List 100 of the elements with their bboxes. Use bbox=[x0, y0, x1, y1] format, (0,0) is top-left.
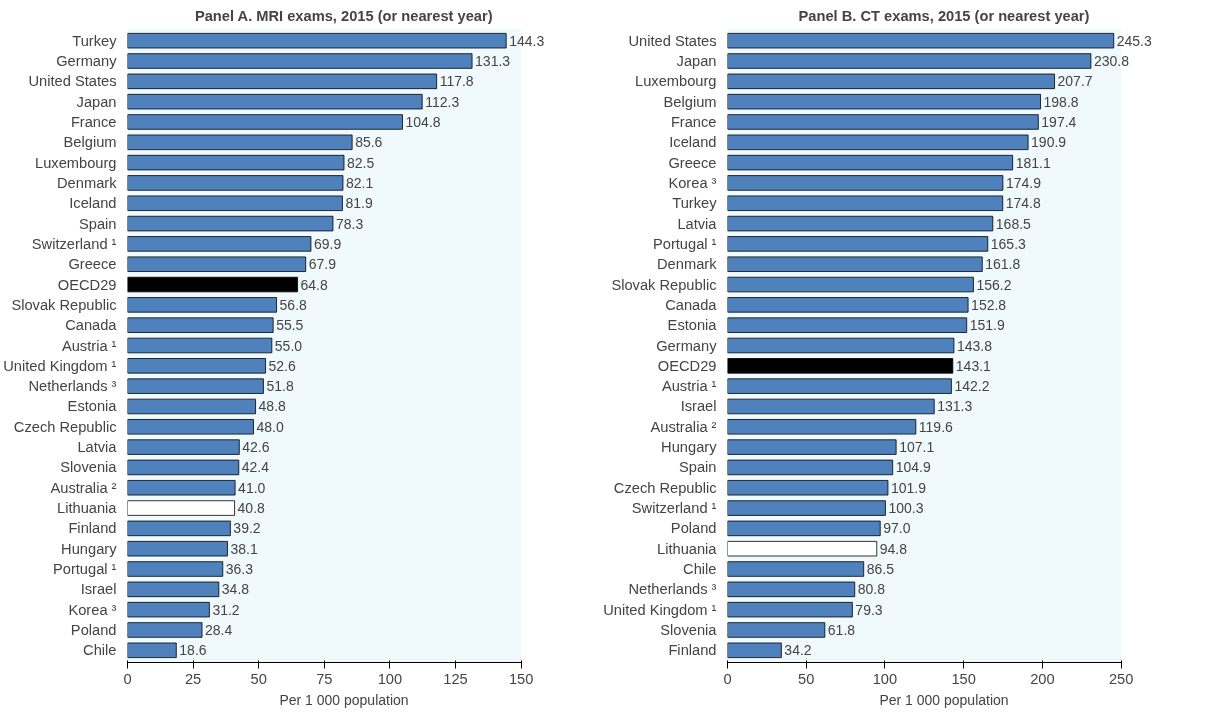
bar bbox=[127, 256, 307, 272]
y-tick-label: Netherlands ³ bbox=[628, 581, 717, 598]
data-label: 168.5 bbox=[995, 215, 1032, 232]
x-tick-label: 200 bbox=[1030, 670, 1055, 687]
bar bbox=[127, 398, 256, 415]
data-label: 18.6 bbox=[179, 642, 207, 659]
data-label: 42.6 bbox=[242, 439, 270, 456]
y-tick-label: Hungary bbox=[61, 540, 118, 557]
data-label: 85.6 bbox=[355, 134, 383, 151]
data-label: 28.4 bbox=[205, 621, 233, 638]
y-tick-label: France bbox=[70, 113, 117, 130]
bar bbox=[727, 236, 989, 252]
bar bbox=[127, 134, 353, 151]
data-label: 80.8 bbox=[857, 581, 886, 598]
bar bbox=[127, 601, 210, 618]
data-label: 79.3 bbox=[855, 601, 883, 618]
y-tick-label: Israel bbox=[680, 398, 717, 415]
y-tick-label: Iceland bbox=[69, 195, 117, 212]
y-tick-label: Switzerland ¹ bbox=[631, 500, 717, 517]
bar bbox=[727, 53, 1092, 69]
chart-title: Panel B. CT exams, 2015 (or nearest year) bbox=[798, 7, 1090, 24]
bar bbox=[127, 114, 403, 130]
data-label: 94.8 bbox=[879, 540, 908, 557]
data-label: 67.9 bbox=[308, 256, 337, 273]
bar bbox=[727, 154, 1014, 171]
x-axis-title: Per 1 000 population bbox=[279, 691, 409, 708]
data-label: 151.9 bbox=[969, 317, 1005, 334]
y-tick-label: Canada bbox=[665, 296, 718, 313]
chart-title: Panel A. MRI exams, 2015 (or nearest year) bbox=[194, 7, 493, 24]
data-label: 190.9 bbox=[1031, 134, 1067, 151]
bar bbox=[727, 601, 853, 618]
data-label: 34.8 bbox=[221, 581, 250, 598]
y-tick-label: Estonia bbox=[667, 317, 718, 334]
bar bbox=[727, 114, 1039, 130]
y-tick-label: Canada bbox=[65, 317, 118, 334]
data-label: 78.3 bbox=[335, 215, 364, 232]
bar bbox=[727, 561, 865, 577]
y-tick-label: Australia ² bbox=[50, 479, 117, 496]
y-tick-label: Portugal ¹ bbox=[652, 235, 717, 252]
bar bbox=[127, 500, 235, 516]
data-label: 81.9 bbox=[345, 195, 373, 212]
data-label: 117.8 bbox=[439, 73, 474, 90]
y-tick-label: Czech Republic bbox=[13, 418, 117, 435]
data-label: 48.8 bbox=[258, 398, 287, 415]
data-label: 97.0 bbox=[883, 520, 911, 537]
bar bbox=[127, 276, 298, 293]
x-tick-label: 150 bbox=[508, 670, 534, 687]
bar bbox=[727, 480, 889, 496]
y-tick-label: Portugal ¹ bbox=[52, 561, 117, 578]
y-tick-label: OECD29 bbox=[657, 357, 717, 374]
data-label: 165.3 bbox=[990, 235, 1027, 252]
data-label: 143.1 bbox=[955, 357, 992, 374]
data-label: 107.1 bbox=[899, 439, 935, 456]
data-label: 230.8 bbox=[1093, 53, 1130, 70]
data-label: 52.6 bbox=[268, 357, 296, 374]
data-label: 144.3 bbox=[509, 32, 545, 49]
y-tick-label: Latvia bbox=[77, 439, 118, 456]
data-label: 104.9 bbox=[895, 459, 931, 476]
bar bbox=[727, 317, 968, 333]
x-tick-label: 75 bbox=[316, 670, 333, 687]
y-tick-label: Luxembourg bbox=[635, 73, 717, 90]
bar bbox=[727, 276, 974, 293]
data-label: 198.8 bbox=[1043, 93, 1079, 110]
bar bbox=[127, 540, 228, 557]
y-tick-label: Belgium bbox=[63, 134, 117, 151]
bar bbox=[727, 337, 955, 354]
data-label: 156.2 bbox=[976, 276, 1012, 293]
data-label: 86.5 bbox=[866, 561, 895, 578]
x-tick-label: 0 bbox=[123, 670, 132, 687]
y-tick-label: Estonia bbox=[67, 398, 118, 415]
bar bbox=[127, 622, 203, 638]
y-tick-label: Greece bbox=[668, 154, 717, 171]
bar bbox=[727, 256, 983, 272]
y-tick-label: France bbox=[670, 113, 717, 130]
data-label: 61.8 bbox=[827, 621, 856, 638]
y-tick-label: United States bbox=[28, 73, 117, 90]
x-tick-label: 150 bbox=[951, 670, 976, 687]
bar bbox=[127, 297, 277, 313]
data-label: 181.1 bbox=[1015, 154, 1051, 171]
y-tick-label: Denmark bbox=[57, 174, 118, 191]
data-label: 112.3 bbox=[425, 93, 460, 110]
bar bbox=[727, 439, 897, 455]
x-tick-label: 250 bbox=[1108, 670, 1134, 687]
bar bbox=[727, 540, 878, 557]
bar bbox=[727, 622, 826, 638]
bar bbox=[727, 215, 994, 232]
data-label: 104.8 bbox=[405, 113, 441, 130]
bar bbox=[727, 73, 1055, 90]
y-tick-label: Spain bbox=[79, 215, 117, 232]
data-label: 55.0 bbox=[274, 337, 303, 354]
y-tick-label: Denmark bbox=[657, 256, 718, 273]
y-tick-label: Austria ¹ bbox=[661, 378, 717, 395]
bar bbox=[727, 642, 782, 659]
bar bbox=[127, 337, 273, 354]
data-label: 131.3 bbox=[475, 53, 511, 70]
bar bbox=[127, 93, 423, 110]
y-tick-label: Israel bbox=[80, 581, 117, 598]
y-tick-label: Belgium bbox=[663, 93, 717, 110]
bar bbox=[127, 439, 240, 455]
y-tick-label: Lithuania bbox=[657, 540, 718, 557]
